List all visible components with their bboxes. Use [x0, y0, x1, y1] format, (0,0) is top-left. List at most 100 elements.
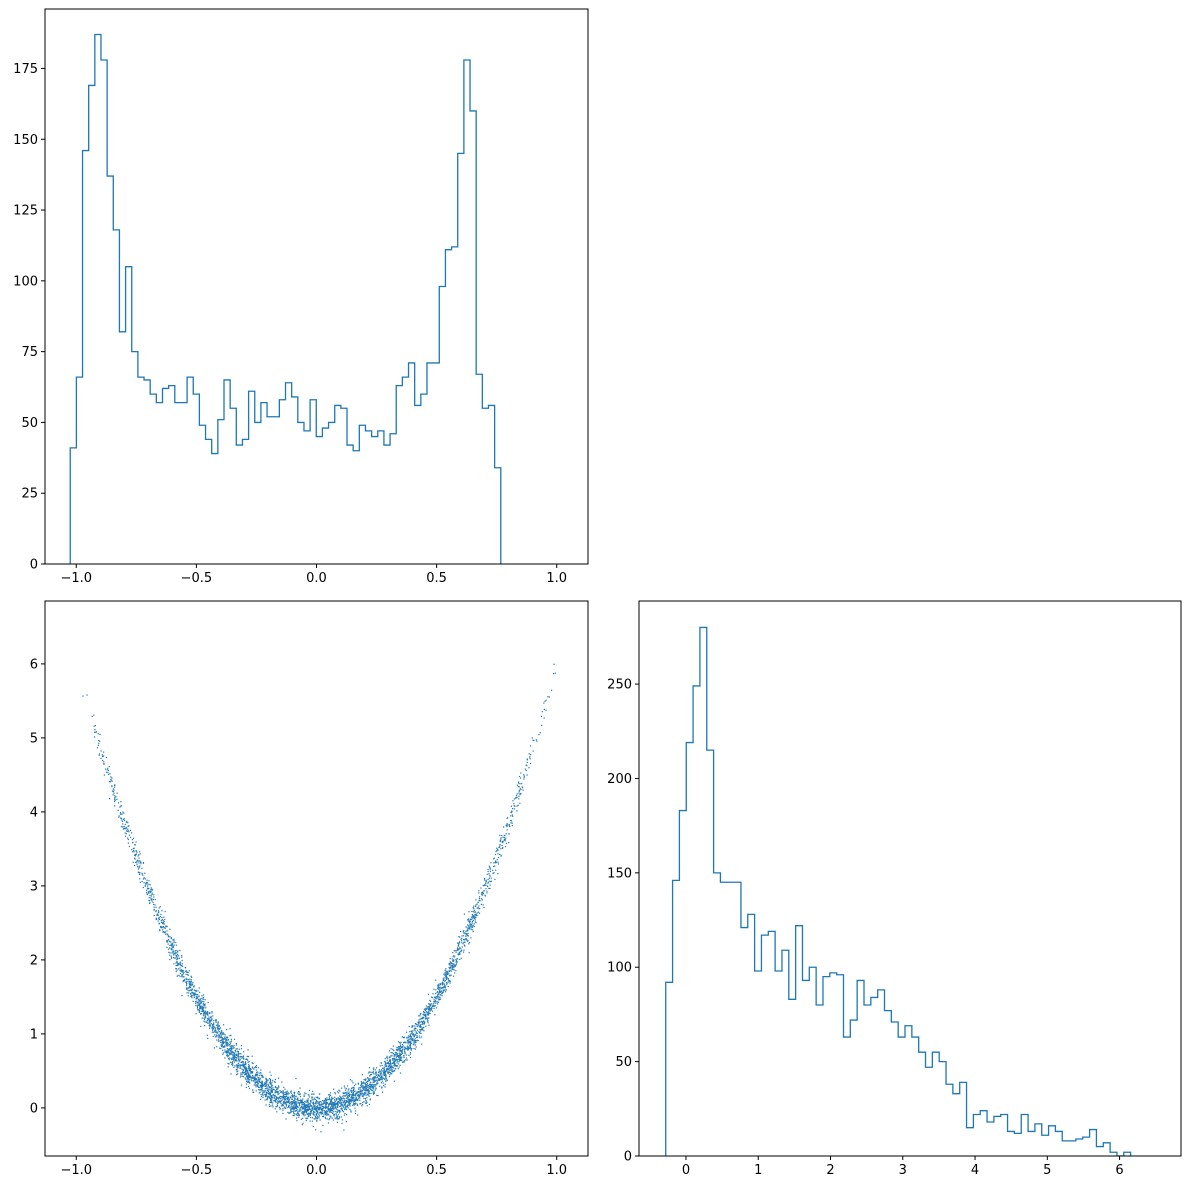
scatter-point [354, 1107, 356, 1109]
scatter-point [385, 1075, 387, 1077]
scatter-point [275, 1098, 278, 1100]
scatter-point [284, 1095, 286, 1098]
scatter-point [281, 1081, 283, 1083]
scatter-point [301, 1099, 303, 1101]
scatter-point [519, 793, 521, 795]
scatter-point [232, 1058, 234, 1060]
scatter-point [499, 843, 501, 846]
scatter-point [404, 1053, 406, 1055]
scatter-point [481, 898, 483, 900]
scatter-point [444, 969, 446, 971]
scatter-point [510, 812, 513, 814]
scatter-point [449, 964, 451, 966]
scatter-point [323, 1109, 325, 1112]
scatter-point [381, 1080, 383, 1082]
scatter-point [346, 1094, 348, 1096]
y-tick-label: 50 [21, 416, 38, 431]
scatter-point [255, 1064, 258, 1067]
scatter-point [471, 925, 474, 927]
scatter-point [146, 893, 149, 896]
scatter-point [120, 813, 122, 815]
scatter-point [516, 793, 518, 795]
scatter-point [414, 1048, 417, 1050]
scatter-point [230, 1048, 232, 1051]
scatter-point [461, 940, 463, 942]
scatter-point [446, 982, 448, 984]
scatter-point [473, 905, 475, 907]
scatter-point [392, 1048, 394, 1050]
scatter-point [287, 1096, 289, 1098]
scatter-point [324, 1113, 327, 1115]
scatter-point [245, 1067, 247, 1070]
scatter-point [268, 1097, 270, 1099]
scatter-point [467, 924, 469, 926]
scatter-point [333, 1104, 335, 1106]
scatter-point [138, 857, 140, 859]
scatter-point [224, 1057, 226, 1059]
scatter-point [477, 911, 480, 913]
scatter-point [365, 1084, 368, 1086]
scatter-point [366, 1097, 368, 1099]
scatter-point [236, 1060, 238, 1062]
scatter-point [270, 1095, 273, 1098]
scatter-point [349, 1093, 351, 1095]
scatter-point [304, 1108, 306, 1110]
scatter-point [476, 912, 478, 914]
scatter-point [370, 1092, 372, 1095]
scatter-point [262, 1090, 264, 1092]
scatter-point [186, 982, 188, 985]
scatter-point [146, 881, 148, 884]
scatter-point [217, 1032, 219, 1034]
scatter-point [382, 1073, 384, 1075]
scatter-point [505, 842, 508, 845]
scatter-point [377, 1073, 379, 1076]
scatter-point [166, 946, 168, 949]
scatter-point [176, 964, 178, 967]
scatter-point [489, 867, 491, 869]
scatter-point [444, 979, 446, 982]
scatter-point [479, 908, 481, 910]
scatter-point [421, 1028, 423, 1030]
scatter-point [232, 1050, 234, 1052]
scatter-point [264, 1090, 266, 1092]
scatter-point [267, 1088, 269, 1090]
scatter-point [426, 1019, 428, 1021]
scatter-point [325, 1100, 327, 1102]
scatter-point [271, 1100, 273, 1102]
scatter-point [222, 1033, 224, 1036]
scatter-point [314, 1102, 316, 1104]
scatter-point [378, 1078, 380, 1080]
scatter-point [317, 1108, 319, 1110]
scatter-point [316, 1105, 318, 1108]
scatter-point [223, 1046, 225, 1048]
scatter-point [406, 1046, 408, 1048]
scatter-point [450, 962, 452, 964]
scatter-point [363, 1079, 365, 1081]
scatter-point [516, 784, 519, 786]
scatter-point [422, 1029, 424, 1031]
scatter-point [436, 996, 438, 998]
scatter-point [372, 1090, 374, 1092]
scatter-point [353, 1100, 355, 1102]
scatter-point [385, 1074, 387, 1077]
scatter-point [384, 1058, 386, 1060]
scatter-point [354, 1110, 357, 1112]
scatter-point [258, 1074, 260, 1077]
scatter-point [338, 1100, 340, 1103]
scatter-point [257, 1077, 259, 1079]
scatter-point [292, 1105, 294, 1107]
scatter-point [397, 1041, 400, 1043]
scatter-point [344, 1102, 346, 1104]
scatter-point [529, 758, 531, 760]
scatter-point [353, 1104, 355, 1106]
scatter-point [444, 974, 446, 976]
scatter-point [473, 923, 475, 925]
scatter-point [466, 927, 468, 929]
scatter-point [171, 946, 173, 948]
scatter-point [370, 1088, 372, 1091]
scatter-point [190, 975, 192, 977]
scatter-point [400, 1041, 402, 1043]
scatter-point [188, 986, 191, 988]
scatter-point [303, 1103, 306, 1105]
